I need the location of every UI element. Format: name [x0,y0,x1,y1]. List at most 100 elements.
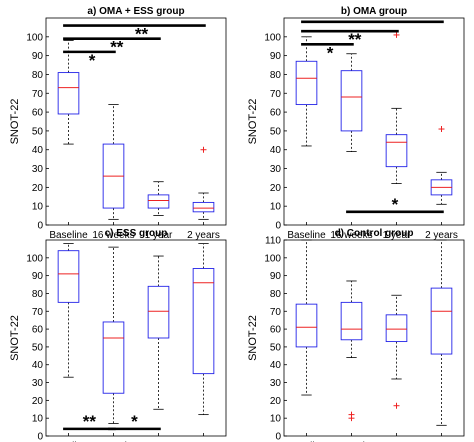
significance-bar: * [108,412,161,431]
y-tick-label: 70 [32,307,44,318]
box-plot [102,246,125,424]
x-tick-label: Baseline [287,230,326,241]
y-tick-label: 60 [270,108,282,119]
box-iqr [57,250,80,303]
box-plot [192,243,215,416]
y-tick-label: 30 [270,164,282,175]
significance-label: * [131,412,138,431]
y-tick-label: 40 [270,145,282,156]
y-tick-label: 70 [270,307,282,318]
box-plot [385,294,408,409]
box-plot [340,53,363,153]
significance-label: ** [83,412,97,431]
box-plot [147,181,170,216]
box-iqr [147,194,170,209]
box-plot [192,146,215,220]
y-tick-label: 40 [32,360,44,371]
y-tick-label: 100 [26,253,43,264]
y-tick-label: 70 [270,89,282,100]
x-tick-label: 16 weeks [92,230,134,241]
y-tick-label: 50 [270,126,282,137]
plot-frame [45,17,227,226]
box-iqr [295,60,318,106]
box-iqr [192,268,215,375]
chart-panel: 0 10 20 30 40 50 60 70 80 90 100 110 Baseline 16 week… [247,228,465,442]
y-tick-label: 50 [32,342,44,353]
significance-label: ** [110,38,124,57]
chart-panel: 0 10 20 30 40 50 60 70 80 90 100 Baseline 16 weeks 1 … [247,6,465,241]
y-tick-label: 20 [32,396,44,407]
y-tick-label: 110 [265,236,281,247]
box-plot [295,239,318,396]
y-tick-label: 0 [37,221,43,232]
y-tick-label: 80 [270,70,282,81]
significance-label: ** [135,25,149,44]
y-tick-label: 90 [32,51,44,62]
significance-bar: * [63,50,116,70]
y-axis-label: SNOT-22 [9,315,21,361]
plot-frame [45,239,227,437]
y-tick-label: 100 [264,253,281,264]
significance-bar: * [301,43,354,62]
y-axis-label: SNOT-22 [247,99,259,145]
box-iqr [102,321,125,394]
box-iqr [147,285,170,339]
y-tick-label: 80 [32,70,44,81]
chart-title: a) OMA + ESS group [87,6,184,17]
x-tick-label: 16 weeks [330,230,372,241]
box-iqr [385,314,408,343]
y-tick-label: 60 [32,325,44,336]
box-plot [295,36,318,147]
y-tick-label: 20 [32,183,44,194]
y-tick-label: 90 [270,271,282,282]
significance-label: ** [348,30,362,49]
box-plot [147,255,170,410]
x-tick-label: 2 years [425,230,458,241]
outlier-marker [348,415,355,422]
y-tick-label: 30 [270,378,282,389]
y-tick-label: 80 [270,289,282,300]
x-tick-label: 1 year [145,230,173,241]
box-iqr [340,70,363,132]
box-iqr [340,301,363,341]
outlier-marker [393,402,400,409]
y-tick-label: 10 [270,414,282,425]
y-axis-label: SNOT-22 [247,315,259,361]
y-tick-label: 50 [270,342,282,353]
x-tick-label: 1 year [383,230,411,241]
y-tick-label: 90 [32,271,44,282]
y-tick-label: 100 [26,32,43,43]
box-plot [430,239,453,426]
y-tick-label: 60 [270,325,282,336]
outlier-marker [393,31,400,38]
x-tick-label: 2 years [187,230,220,241]
y-tick-label: 70 [32,89,44,100]
box-plot [385,31,408,185]
x-tick-label: Baseline [49,230,88,241]
plot-frame [283,17,465,226]
y-tick-label: 0 [37,432,43,442]
outlier-marker [438,126,445,133]
plot-frame [283,239,465,437]
chart-panel: 0 10 20 30 40 50 60 70 80 90 100 Baseline 16 weeks 1 … [9,6,227,241]
significance-bar: ** [301,29,399,49]
significance-label: * [392,195,399,214]
box-iqr [385,134,408,168]
significance-bar: ** [63,412,116,431]
significance-bar: ** [63,24,206,44]
significance-bar: * [346,195,444,214]
box-iqr [192,201,215,213]
outlier-marker [200,146,207,153]
y-axis-label: SNOT-22 [9,99,21,145]
y-tick-label: 80 [32,289,44,300]
y-tick-label: 50 [32,126,44,137]
chart-title: b) OMA group [341,6,407,17]
box-plot [102,104,125,220]
chart-title: c) ESS group [105,228,168,239]
y-tick-label: 10 [270,202,282,213]
y-tick-label: 20 [270,183,282,194]
y-tick-label: 40 [32,145,44,156]
chart-panel: 0 10 20 30 40 50 60 70 80 90 100 Baseline 16 weeks 1 … [9,228,227,442]
box-plot [430,126,453,205]
y-tick-label: 60 [32,108,44,119]
